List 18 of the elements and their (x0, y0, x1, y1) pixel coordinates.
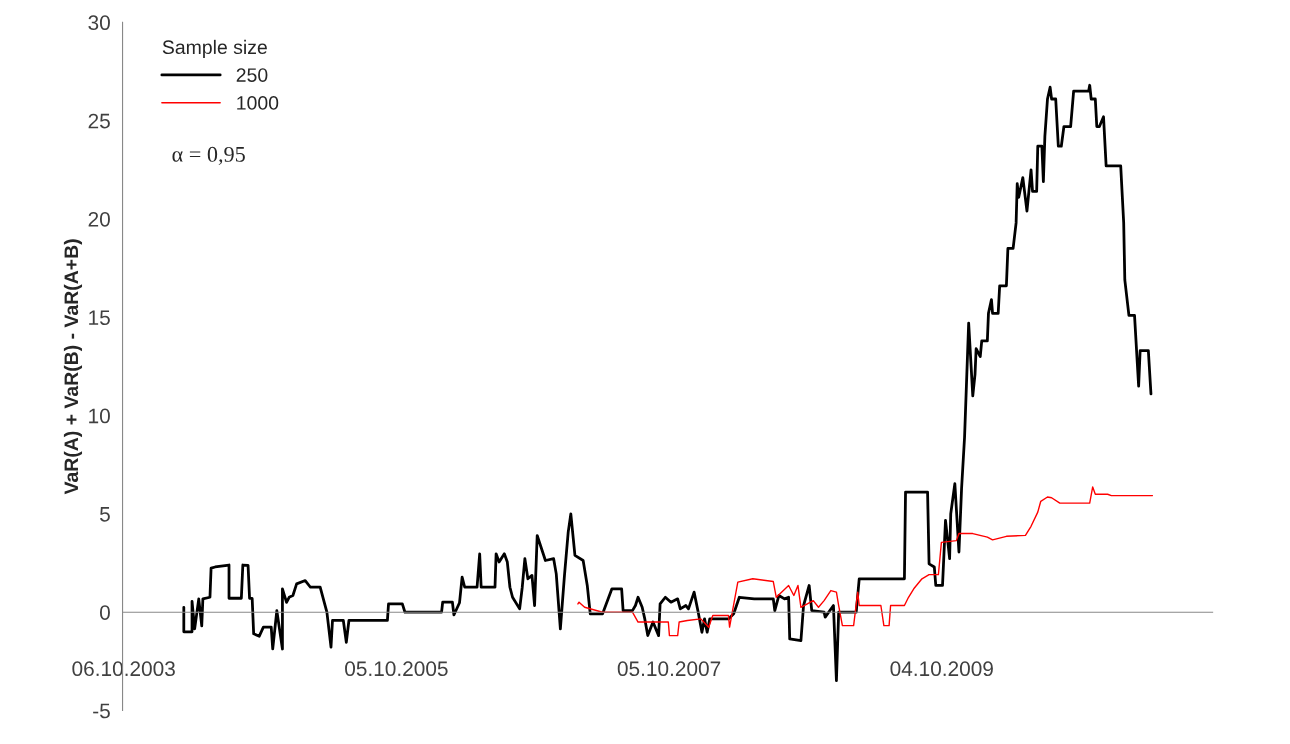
y-axis-title: VaR(A) + VaR(B) - VaR(A+B) (63, 239, 83, 495)
annotation: α = 0,95 (172, 146, 245, 166)
y-tick-label: 30 (88, 15, 110, 31)
x-tick-label: 04.10.2009 (890, 661, 993, 677)
x-tick-label: 05.10.2005 (345, 661, 448, 677)
y-tick-label: 15 (89, 310, 110, 326)
y-tick-label: 25 (88, 113, 110, 129)
y-tick-label: 5 (99, 507, 110, 522)
x-tick-label: 05.10.2007 (617, 661, 721, 677)
line-series (577, 486, 1154, 637)
legend-title: Sample size (162, 39, 267, 58)
y-tick-label: 0 (99, 605, 110, 620)
legend-label: 1000 (237, 96, 279, 110)
y-tick-label: -5 (93, 703, 110, 719)
line-series (182, 83, 1153, 683)
y-tick-label: 10 (89, 408, 110, 424)
y-tick-label: 20 (88, 211, 110, 227)
legend-label: 250 (236, 68, 268, 82)
